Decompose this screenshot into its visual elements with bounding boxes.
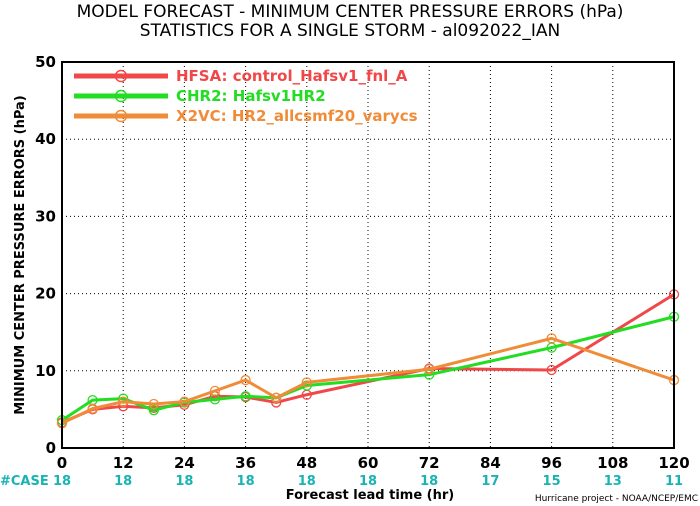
credit-text: Hurricane project - NOAA/NCEP/EMC	[535, 494, 698, 504]
x-tick-label: 0	[57, 454, 67, 472]
x-tick-label: 108	[597, 454, 628, 472]
x-tick-label: 72	[419, 454, 440, 472]
x-tick-label: 60	[358, 454, 379, 472]
data-point	[546, 364, 557, 376]
x-tick-label: 84	[480, 454, 501, 472]
data-point	[546, 333, 557, 344]
data-point	[301, 377, 312, 388]
case-count: 11	[665, 474, 683, 489]
data-point	[118, 396, 129, 407]
y-tick-label: 20	[35, 285, 56, 303]
gridlines	[61, 61, 675, 449]
x-tick-label: 24	[174, 454, 195, 472]
series-line	[61, 336, 675, 425]
case-count: 18	[359, 474, 377, 489]
data-point	[424, 364, 435, 375]
case-count: 18	[298, 474, 316, 489]
y-tick-label: 50	[35, 53, 56, 71]
y-tick-label: 40	[35, 130, 56, 148]
case-count: 13	[604, 474, 622, 489]
legend: HFSA: control_Hafsv1_fnl_A CHR2: Hafsv1HR…	[74, 67, 418, 125]
x-tick-label: 96	[541, 454, 562, 472]
x-axis-label: Forecast lead time (hr)	[286, 488, 454, 503]
legend-label: X2VC: HR2_allcsmf20_varycs	[176, 107, 418, 125]
data-point	[209, 385, 221, 397]
data-point	[240, 391, 251, 402]
case-count: 18	[237, 474, 255, 489]
x-tick-label: 120	[658, 454, 689, 472]
data-point	[87, 403, 98, 414]
axis-ticks: 0 12 24 36 48 60 72 84 96 108 120 0 10 20 30 40 50	[35, 53, 690, 472]
plot-frame	[61, 61, 675, 449]
chart-subtitle: STATISTICS FOR A SINGLE STORM - al092022…	[140, 21, 560, 41]
x-tick-label: 48	[296, 454, 317, 472]
legend-marker	[114, 69, 128, 83]
y-tick-label: 0	[46, 439, 56, 457]
legend-label: CHR2: Hafsv1HR2	[176, 87, 326, 105]
x-tick-label: 36	[235, 454, 256, 472]
case-count-label: #CASE	[0, 474, 49, 489]
data-point	[179, 396, 190, 407]
case-count: 18	[53, 474, 71, 489]
y-tick-label: 30	[35, 207, 56, 225]
case-count: 15	[543, 474, 561, 489]
chart-title: MODEL FORECAST - MINIMUM CENTER PRESSURE…	[77, 2, 624, 22]
data-point	[148, 398, 159, 410]
case-count: 17	[481, 474, 499, 489]
legend-label: HFSA: control_Hafsv1_fnl_A	[176, 67, 408, 85]
case-count: 18	[420, 474, 438, 489]
data-point	[148, 405, 159, 416]
data-point	[271, 392, 282, 403]
case-count: 18	[114, 474, 132, 489]
case-counts: 18 18 18 18 18 18 18 17 15 13 11	[53, 474, 683, 489]
x-tick-label: 12	[113, 454, 134, 472]
case-count: 18	[175, 474, 193, 489]
y-axis-label: MINIMUM CENTER PRESSURE ERRORS (hPa)	[13, 95, 28, 415]
legend-marker	[114, 89, 128, 103]
y-tick-label: 10	[35, 362, 56, 380]
legend-marker	[114, 109, 128, 123]
data-point	[240, 374, 251, 386]
